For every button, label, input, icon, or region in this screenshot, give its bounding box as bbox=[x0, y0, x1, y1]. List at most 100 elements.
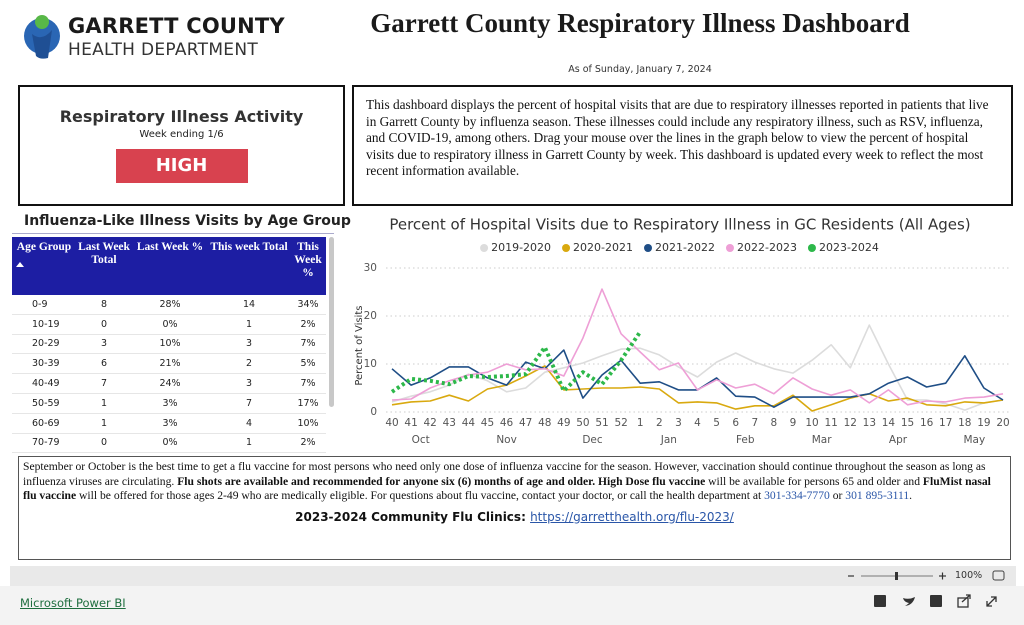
x-tick-label: 48 bbox=[538, 417, 551, 429]
x-tick-label: 10 bbox=[805, 417, 818, 429]
x-group-label: Feb bbox=[736, 434, 755, 446]
table-cell: 5% bbox=[290, 353, 326, 375]
note-segment: September or October is the best time to… bbox=[23, 460, 986, 488]
table-row: 40-49 7 24% 3 7% bbox=[12, 373, 326, 394]
x-group-label: Oct bbox=[412, 434, 430, 446]
clinics-label: 2023-2024 Community Flu Clinics: bbox=[295, 509, 526, 524]
x-tick-label: 17 bbox=[939, 417, 952, 429]
legend-label: 2022-2023 bbox=[737, 241, 797, 254]
share-icons[interactable] bbox=[872, 594, 1012, 610]
x-tick-label: 8 bbox=[771, 417, 778, 429]
table-cell: 2% bbox=[290, 314, 326, 335]
table-cell: 24% bbox=[132, 373, 208, 394]
x-tick-label: 49 bbox=[557, 417, 570, 429]
table-cell: 34% bbox=[290, 295, 326, 315]
x-group-label: Dec bbox=[582, 434, 603, 446]
table-cell: 3 bbox=[76, 334, 132, 355]
chart-title: Percent of Hospital Visits due to Respir… bbox=[389, 216, 970, 234]
series-line bbox=[391, 324, 1004, 411]
legend-marker bbox=[562, 244, 571, 252]
table-cell: 28% bbox=[132, 295, 208, 315]
table-cell: 7% bbox=[290, 373, 326, 394]
legend-marker bbox=[480, 244, 489, 252]
activity-level: HIGH bbox=[115, 149, 248, 183]
sort-arrow[interactable] bbox=[14, 260, 26, 268]
scrollbar[interactable] bbox=[329, 237, 334, 407]
table-cell: 0% bbox=[132, 314, 208, 335]
x-tick-label: 50 bbox=[576, 417, 589, 429]
divider bbox=[12, 233, 334, 234]
column-header: Age Group bbox=[12, 237, 76, 295]
table-cell: 40-49 bbox=[12, 373, 76, 394]
x-tick-label: 42 bbox=[424, 417, 437, 429]
note-segment: will be offered for those ages 2-49 who … bbox=[76, 489, 765, 503]
table-cell: 0 bbox=[76, 433, 132, 454]
y-tick-label: 10 bbox=[364, 358, 377, 370]
table-row: 70-79 0 0% 1 2% bbox=[12, 433, 326, 454]
table-cell: 0 bbox=[76, 314, 132, 335]
table-cell: 7 bbox=[208, 393, 290, 414]
footer bbox=[0, 586, 1024, 625]
x-tick-label: 47 bbox=[519, 417, 532, 429]
x-tick-label: 40 bbox=[385, 417, 398, 429]
legend-marker bbox=[807, 244, 816, 252]
zoom-level: 100% bbox=[955, 570, 983, 581]
x-group-label: Apr bbox=[889, 434, 908, 446]
table-cell: 1 bbox=[208, 314, 290, 335]
x-tick-label: 52 bbox=[614, 417, 627, 429]
logo-icon bbox=[24, 15, 60, 59]
table-cell: 20-29 bbox=[12, 334, 76, 355]
line-chart: Percent of Hospital Visits due to Respir… bbox=[354, 216, 1010, 446]
note-segment: or bbox=[829, 489, 846, 503]
x-tick-label: 44 bbox=[462, 417, 476, 429]
x-tick-label: 46 bbox=[500, 417, 514, 429]
x-tick-label: 15 bbox=[901, 417, 914, 429]
table-cell: 50-59 bbox=[12, 393, 76, 414]
column-header: This week Total bbox=[208, 237, 290, 295]
table-cell: 7% bbox=[290, 334, 326, 355]
note-segment: 301-334-7770 bbox=[764, 489, 830, 503]
x-tick-label: 20 bbox=[996, 417, 1009, 429]
table-cell: 7 bbox=[76, 373, 132, 394]
table-cell: 6 bbox=[76, 353, 132, 375]
y-tick-label: 20 bbox=[364, 310, 377, 322]
description: This dashboard displays the percent of h… bbox=[352, 85, 1013, 206]
table-cell: 10% bbox=[290, 413, 326, 434]
table-cell: 17% bbox=[290, 393, 326, 414]
clinics-link[interactable]: https://garretthealth.org/flu-2023/ bbox=[530, 509, 734, 524]
x-tick-label: 16 bbox=[920, 417, 934, 429]
x-tick-label: 9 bbox=[790, 417, 797, 429]
fit-icon[interactable] bbox=[992, 570, 1006, 582]
column-header: Last Week % bbox=[132, 237, 208, 295]
clinics-line: 2023-2024 Community Flu Clinics: https:/… bbox=[23, 510, 1006, 524]
zoom-slider[interactable] bbox=[845, 569, 950, 583]
note-segment: 301 895-3111 bbox=[845, 489, 910, 503]
column-header: Last Week Total bbox=[76, 237, 132, 295]
table-cell: 2 bbox=[208, 353, 290, 375]
x-tick-label: 19 bbox=[977, 417, 990, 429]
table-cell: 30-39 bbox=[12, 353, 76, 375]
x-group-label: Jan bbox=[660, 434, 677, 446]
table-cell: 14 bbox=[208, 295, 290, 315]
table-cell: 3 bbox=[208, 334, 290, 355]
table-row: 0-9 8 28% 14 34% bbox=[12, 295, 326, 315]
column-header: This Week % bbox=[290, 237, 326, 295]
logo-text: GARRETT COUNTY bbox=[68, 14, 285, 38]
brand-link[interactable]: Microsoft Power BI bbox=[20, 596, 126, 610]
table-cell: 70-79 bbox=[12, 433, 76, 454]
legend-marker bbox=[725, 244, 734, 252]
x-tick-label: 12 bbox=[844, 417, 857, 429]
as-of-date: As of Sunday, January 7, 2024 bbox=[568, 64, 712, 75]
note-text: September or October is the best time to… bbox=[23, 460, 1006, 504]
x-tick-label: 51 bbox=[595, 417, 608, 429]
table-cell: 3 bbox=[208, 373, 290, 394]
table-cell: 0% bbox=[132, 433, 208, 454]
activity-card: Respiratory Illness Activity Week ending… bbox=[18, 85, 345, 206]
x-tick-label: 13 bbox=[863, 417, 876, 429]
table-cell: 60-69 bbox=[12, 413, 76, 434]
legend-label: 2021-2022 bbox=[655, 241, 715, 254]
x-tick-label: 6 bbox=[732, 417, 739, 429]
table-cell: 1 bbox=[76, 413, 132, 434]
note-segment: FluMist nasal flu vaccine bbox=[23, 474, 991, 503]
